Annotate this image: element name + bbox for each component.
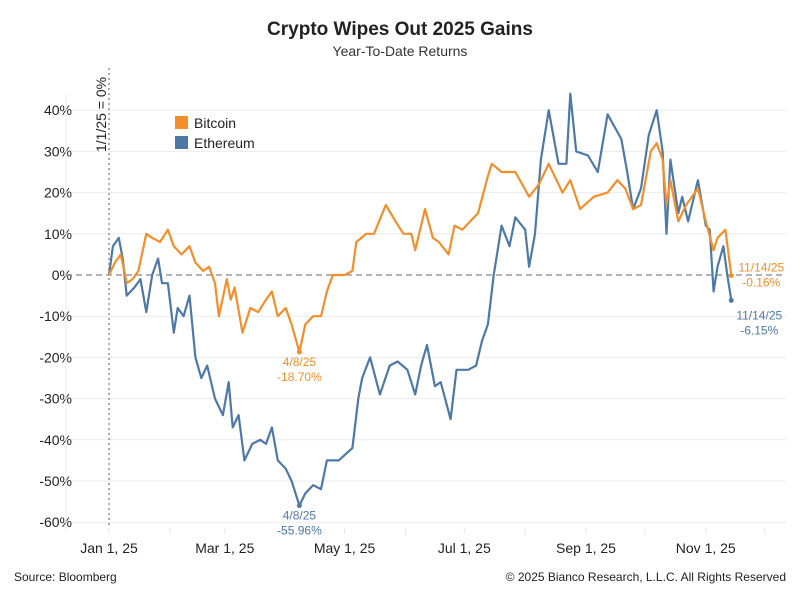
annotation-marker [296, 349, 302, 355]
x-tick-label: May 1, 25 [314, 540, 376, 556]
annotation-marker [728, 297, 734, 303]
copyright-note: © 2025 Bianco Research, L.L.C. All Right… [505, 570, 786, 584]
legend-label-bitcoin: Bitcoin [194, 115, 236, 131]
x-tick-label: Jan 1, 25 [80, 540, 138, 556]
series-line-ethereum [107, 92, 733, 507]
annotation-date: 11/14/25 [738, 261, 784, 275]
y-tick-label: -10% [39, 308, 72, 324]
y-tick-label: -50% [39, 473, 72, 489]
y-tick-label: 0% [52, 267, 72, 283]
y-tick-label: 40% [44, 102, 72, 118]
annotation-marker [728, 273, 734, 279]
y-tick-label: 20% [44, 185, 72, 201]
y-tick-label: -40% [39, 432, 72, 448]
annotation-date: 4/8/25 [283, 509, 317, 523]
annotation-date: 4/8/25 [283, 355, 317, 369]
chart-title: Crypto Wipes Out 2025 Gains [267, 19, 533, 40]
reference-line-label: 1/1/25 = 0% [93, 77, 109, 152]
annotation-value: -18.70% [277, 370, 322, 384]
y-tick-label: -20% [39, 349, 72, 365]
legend-label-ethereum: Ethereum [194, 135, 255, 151]
chart-subtitle: Year-To-Date Returns [332, 43, 468, 59]
x-tick-label: Jul 1, 25 [438, 540, 491, 556]
y-tick-label: 30% [44, 143, 72, 159]
x-tick-label: Mar 1, 25 [195, 540, 254, 556]
y-tick-label: -60% [39, 514, 72, 530]
x-tick-label: Sep 1, 25 [556, 540, 616, 556]
series-line-bitcoin [108, 142, 733, 354]
annotation-value: -0.16% [742, 276, 780, 290]
y-tick-label: -30% [39, 391, 72, 407]
annotation-value: -55.96% [277, 524, 322, 538]
source-note: Source: Bloomberg [14, 570, 117, 584]
y-tick-label: 10% [44, 226, 72, 242]
legend-swatch-ethereum [175, 136, 188, 149]
annotation-date: 11/14/25 [736, 308, 782, 322]
annotation-marker [296, 503, 302, 509]
x-tick-label: Nov 1, 25 [676, 540, 736, 556]
legend-swatch-bitcoin [175, 116, 188, 129]
annotation-value: -6.15% [740, 323, 778, 337]
